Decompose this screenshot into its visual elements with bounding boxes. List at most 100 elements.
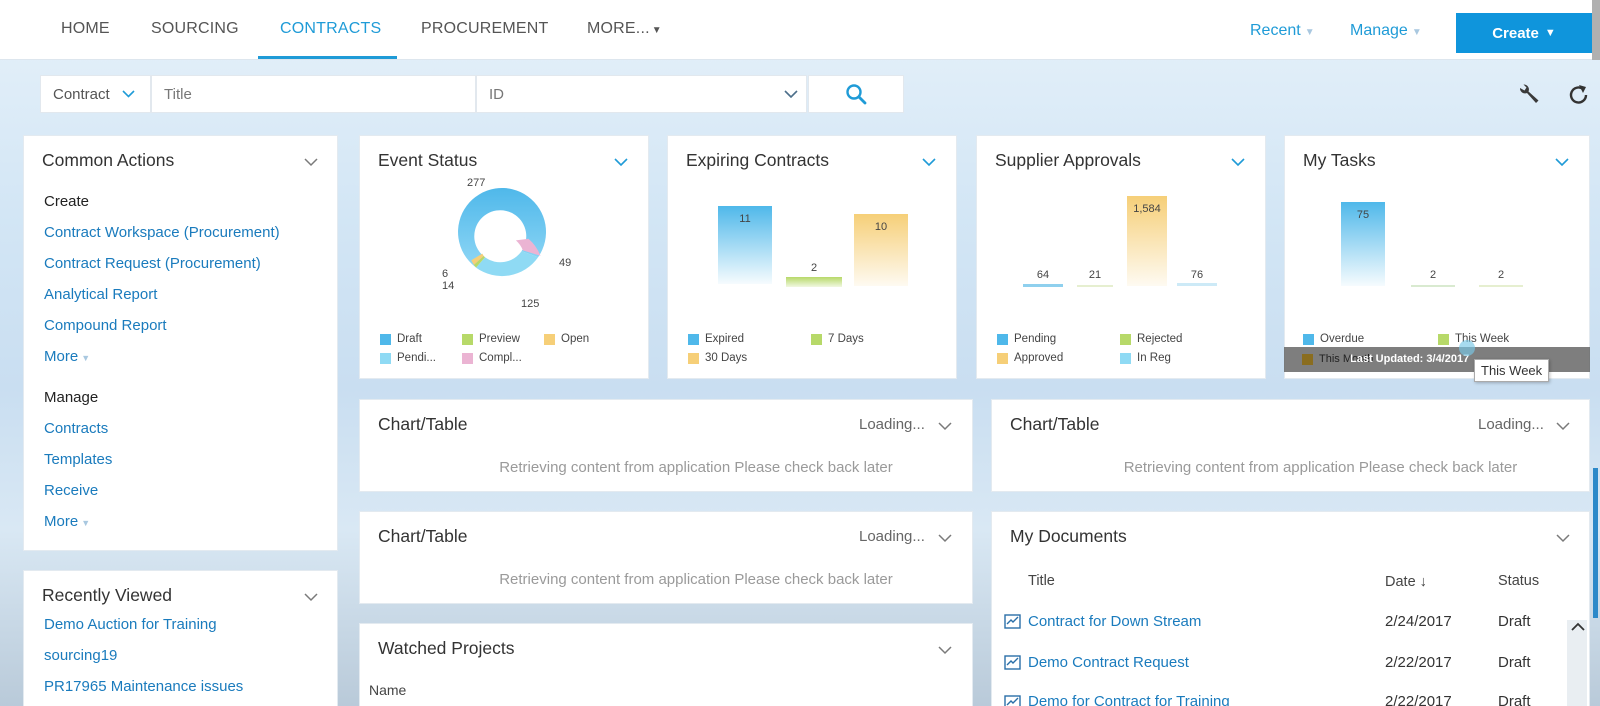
document-link[interactable]: Contract for Down Stream <box>1028 613 1202 630</box>
manage-menu[interactable]: Manage ▼ <box>1350 22 1422 40</box>
legend-item[interactable]: Pendi... <box>380 352 436 364</box>
chevron-down-icon[interactable] <box>304 154 318 167</box>
chevron-down-icon[interactable] <box>1556 530 1570 543</box>
chevron-down-icon[interactable] <box>938 642 952 655</box>
chevron-down-icon[interactable] <box>614 154 628 167</box>
bar-7-days[interactable] <box>786 277 842 287</box>
legend-swatch <box>1303 333 1314 345</box>
chevron-down-icon[interactable] <box>938 418 952 431</box>
search-button[interactable] <box>808 75 904 113</box>
create-more-link[interactable]: More ▼ <box>44 341 280 372</box>
search-type-value: Contract <box>53 85 110 103</box>
document-link[interactable]: Demo for Contract for Training <box>1028 693 1230 706</box>
document-link[interactable]: Demo Contract Request <box>1028 654 1189 671</box>
legend-item[interactable]: This Month <box>1302 353 1373 365</box>
legend-swatch <box>997 333 1008 345</box>
chevron-up-icon[interactable] <box>1571 618 1585 636</box>
tab-procurement[interactable]: PROCUREMENT <box>421 20 549 37</box>
supplier-approvals-bars: 64 21 1,584 76 <box>1023 196 1217 287</box>
action-analytical-report[interactable]: Analytical Report <box>44 286 158 303</box>
bar-in-reg[interactable] <box>1177 283 1217 286</box>
wrench-icon[interactable] <box>1516 82 1542 113</box>
recent-menu[interactable]: Recent ▼ <box>1250 22 1315 40</box>
chevron-down-icon[interactable] <box>784 87 798 101</box>
donut-slice-completed[interactable] <box>515 238 541 256</box>
chevron-down-icon[interactable] <box>1556 418 1570 431</box>
legend-item[interactable]: 30 Days <box>688 352 747 364</box>
bar-this-month[interactable] <box>1479 285 1523 287</box>
legend-item[interactable]: Preview <box>462 333 520 345</box>
manage-templates-link[interactable]: Templates <box>44 451 113 468</box>
bar-30-days[interactable] <box>854 214 908 286</box>
recent-item[interactable]: sourcing19 <box>44 647 118 664</box>
bar-overdue[interactable] <box>1341 202 1385 286</box>
chevron-down-icon[interactable] <box>938 530 952 543</box>
legend-label: Pendi... <box>397 352 436 364</box>
bar-this-week[interactable] <box>1411 285 1455 287</box>
bar-approved[interactable] <box>1127 196 1167 286</box>
bar-pending[interactable] <box>1023 284 1063 287</box>
donut-slice-draft[interactable] <box>458 188 547 267</box>
loading-text: Loading... <box>1478 416 1544 433</box>
caret-down-icon: ▼ <box>1544 27 1556 39</box>
legend-item[interactable]: Open <box>544 333 589 345</box>
legend-item[interactable]: Approved <box>997 352 1063 364</box>
id-search-input[interactable]: ID <box>476 75 807 113</box>
chevron-down-icon[interactable] <box>304 589 318 602</box>
donut-slice-open[interactable] <box>471 253 484 265</box>
legend-label: Open <box>561 333 590 345</box>
my-documents-card: My Documents Title Date ↓ Status Contrac… <box>991 511 1590 706</box>
legend-item[interactable]: Overdue <box>1303 333 1364 345</box>
document-status: Draft <box>1498 613 1531 630</box>
card-title: Watched Projects <box>378 638 515 658</box>
scroll-track[interactable] <box>1567 620 1587 706</box>
bar-expired[interactable] <box>718 206 772 284</box>
document-date: 2/24/2017 <box>1385 613 1452 630</box>
common-actions-card: Common Actions Create Contract Workspace… <box>23 135 338 551</box>
bar-rejected[interactable] <box>1077 285 1113 287</box>
refresh-icon[interactable] <box>1566 82 1592 113</box>
manage-receive-link[interactable]: Receive <box>44 482 99 499</box>
chevron-down-icon[interactable] <box>1231 154 1245 167</box>
legend-label: 30 Days <box>705 352 748 364</box>
legend-swatch <box>544 333 555 345</box>
legend-item[interactable]: Pending <box>997 333 1056 345</box>
donut-slice-pending[interactable] <box>476 251 539 277</box>
card-title: Event Status <box>378 150 478 170</box>
action-contract-workspace[interactable]: Contract Workspace (Procurement) <box>44 224 280 241</box>
action-compound-report[interactable]: Compound Report <box>44 317 167 334</box>
page-scrollbar[interactable] <box>1593 468 1598 618</box>
column-header-date[interactable]: Date ↓ <box>1385 574 1427 590</box>
column-header-title[interactable]: Title <box>1028 573 1055 589</box>
legend-label: Expired <box>705 333 744 345</box>
legend-item[interactable]: In Reg <box>1120 352 1171 364</box>
legend-item[interactable]: Draft <box>380 333 422 345</box>
column-header-status[interactable]: Status <box>1498 573 1540 589</box>
tab-contracts[interactable]: CONTRACTS <box>280 20 382 37</box>
manage-more-link[interactable]: More ▼ <box>44 506 280 537</box>
recent-item[interactable]: PR17965 Maintenance issues <box>44 678 244 695</box>
expiring-contracts-card: Expiring Contracts 11 2 10 Expired 7 Day… <box>667 135 957 379</box>
create-button[interactable]: Create ▼ <box>1456 13 1592 53</box>
watched-projects-card: Watched Projects Name <box>359 623 973 706</box>
legend-item[interactable]: Rejected <box>1120 333 1182 345</box>
chevron-down-icon[interactable] <box>922 154 936 167</box>
legend-item[interactable]: 7 Days <box>811 333 864 345</box>
tab-more[interactable]: MORE... ▼ <box>587 20 662 38</box>
chevron-down-icon[interactable] <box>1555 154 1569 167</box>
tab-sourcing[interactable]: SOURCING <box>151 20 239 37</box>
recent-item[interactable]: Demo Auction for Training <box>44 616 217 633</box>
legend-swatch <box>688 333 699 345</box>
title-search-input[interactable]: Title <box>151 75 476 113</box>
manage-contracts-link[interactable]: Contracts <box>44 420 109 437</box>
donut-slice-preview[interactable] <box>473 256 485 268</box>
action-contract-request[interactable]: Contract Request (Procurement) <box>44 255 261 272</box>
search-type-select[interactable]: Contract <box>40 75 151 113</box>
chart-table-card: Chart/Table Loading... Retrieving conten… <box>991 399 1590 492</box>
tab-home[interactable]: HOME <box>61 20 110 37</box>
legend-swatch <box>462 352 473 364</box>
legend-item[interactable]: Compl... <box>462 352 522 364</box>
event-status-card: Event Status 277 49 125 6 14 Draft Previ… <box>359 135 649 379</box>
legend-item[interactable]: Expired <box>688 333 744 345</box>
column-header-name[interactable]: Name <box>369 682 407 698</box>
